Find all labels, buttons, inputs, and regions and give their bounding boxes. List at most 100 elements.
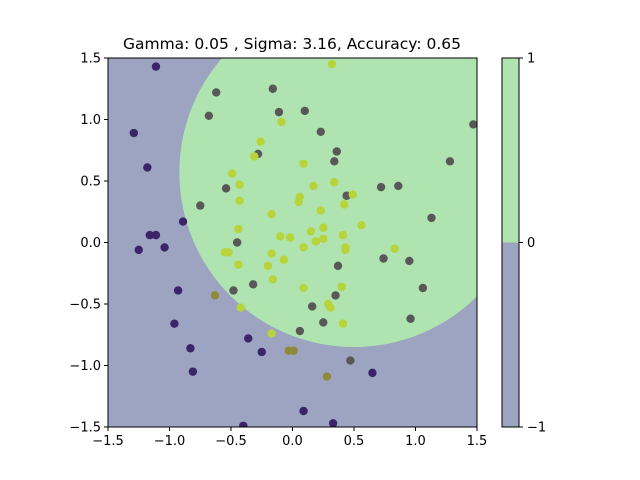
scatter-point [236, 303, 246, 312]
scatter-point [339, 200, 349, 209]
scatter-point [212, 88, 221, 97]
chart-title: Gamma: 0.05 , Sigma: 3.16, Accuracy: 0.6… [123, 35, 461, 53]
scatter-point [316, 206, 325, 215]
plot-area [107, 57, 478, 428]
scatter-point [338, 230, 348, 240]
y-tick-label: −1.0 [69, 359, 101, 374]
scatter-point [319, 234, 328, 244]
scatter-point [129, 128, 139, 138]
scatter-point [257, 347, 266, 357]
x-tick-label: 1.5 [467, 434, 488, 449]
scatter-point [143, 163, 152, 172]
x-tick-label: 1.0 [405, 434, 426, 449]
scatter-point [134, 245, 143, 255]
scatter-point [221, 184, 231, 193]
scatter-point [307, 302, 317, 311]
scatter-point [330, 157, 339, 166]
colorbar: −1 0 1 [501, 52, 546, 436]
y-tick-label: −1.5 [69, 421, 101, 436]
scatter-point [376, 182, 386, 192]
scatter-point [277, 117, 286, 127]
scatter-point [309, 181, 318, 191]
scatter-point [151, 230, 161, 240]
scatter-point [390, 244, 399, 253]
scatter-point [357, 221, 366, 230]
scatter-point [333, 261, 343, 271]
colorbar-tick-label: 0 [527, 236, 535, 251]
y-tick-label: 1.5 [80, 52, 101, 67]
scatter-point [299, 159, 308, 168]
scatter-point [469, 120, 477, 129]
scatter-point [299, 406, 308, 416]
scatter-point [300, 106, 309, 116]
colorbar-tick-label: 1 [527, 52, 535, 67]
scatter-point [210, 291, 220, 300]
scatter-point [268, 275, 278, 284]
scatter-point [306, 227, 316, 236]
scatter-point [319, 318, 328, 327]
scatter-point [322, 372, 332, 381]
scatter-point [151, 62, 161, 71]
scatter-point [267, 249, 276, 258]
scatter-point [234, 224, 243, 234]
y-tick-label: 1.0 [80, 113, 101, 128]
scatter-point [232, 238, 242, 247]
scatter-point [327, 59, 337, 69]
scatter-point [228, 169, 237, 178]
x-tick-label: 0.0 [282, 434, 303, 449]
scatter-point [276, 232, 285, 241]
y-tick-label: 0.5 [80, 175, 101, 190]
scatter-point [239, 421, 248, 427]
x-tick-label: −1.0 [154, 434, 186, 449]
scatter-point [295, 326, 305, 336]
scatter-point [330, 178, 339, 187]
scatter-point [250, 152, 259, 161]
y-tick-label: 0.0 [80, 236, 101, 251]
scatter-point [311, 237, 321, 246]
x-tick-label: 0.5 [344, 434, 365, 449]
scatter-point [316, 127, 325, 136]
scatter-point [234, 260, 243, 269]
scatter-point [170, 319, 179, 328]
scatter-point [268, 84, 278, 93]
scatter-point [445, 157, 455, 166]
scatter-point [346, 356, 355, 365]
scatter-point [319, 223, 328, 232]
scatter-point [224, 248, 233, 257]
decision-region-positive [179, 58, 477, 347]
scatter-point [299, 243, 308, 252]
scatter-point [204, 111, 214, 121]
scatter-point [244, 334, 253, 343]
scatter-point [406, 314, 415, 323]
scatter-point [229, 286, 238, 295]
x-tick-label: −1.5 [92, 434, 124, 449]
scatter-point [235, 180, 244, 189]
scatter-point [263, 261, 273, 271]
scatter-point [267, 210, 276, 219]
scatter-point [145, 230, 155, 240]
scatter-point [248, 280, 258, 289]
scatter-point [348, 190, 357, 199]
scatter-point [331, 291, 340, 300]
scatter-point [337, 282, 346, 291]
scatter-point [299, 283, 308, 293]
scatter-point [338, 319, 348, 328]
x-tick-label: −0.5 [215, 434, 247, 449]
scatter-point [394, 181, 403, 191]
scatter-point [188, 367, 198, 376]
scatter-point [418, 283, 428, 293]
scatter-point [267, 329, 276, 338]
scatter-point [341, 245, 350, 255]
scatter-point [332, 147, 341, 156]
scatter-point [160, 243, 169, 252]
x-axis: −1.5 −1.0 −0.5 0.0 0.5 1.0 1.5 [92, 427, 487, 449]
y-tick-label: −0.5 [69, 298, 101, 313]
scatter-point [256, 137, 265, 146]
scatter-point [279, 255, 289, 264]
scatter-point [235, 196, 244, 205]
scatter-points [129, 59, 477, 427]
scatter-point [289, 346, 298, 355]
scatter-point [186, 344, 195, 353]
scatter-point [178, 217, 188, 226]
scatter-point [295, 192, 305, 202]
